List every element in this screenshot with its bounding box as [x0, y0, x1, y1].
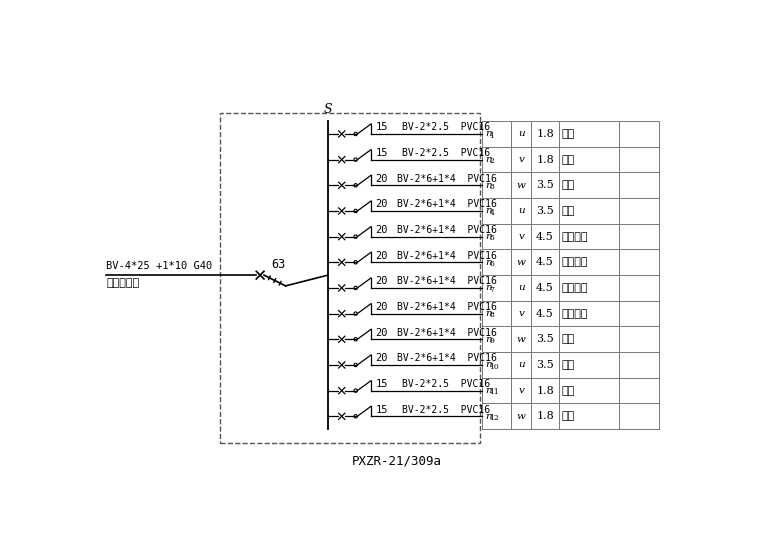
Text: 10: 10 [489, 362, 499, 371]
Text: 1.8: 1.8 [536, 386, 554, 395]
Text: 4.5: 4.5 [536, 258, 554, 267]
Text: 4.5: 4.5 [536, 308, 554, 319]
Text: v: v [518, 232, 524, 241]
Text: 20: 20 [375, 174, 388, 184]
Text: 20: 20 [375, 276, 388, 286]
Text: 8: 8 [489, 311, 495, 319]
Text: 3.5: 3.5 [536, 180, 554, 190]
Text: v: v [518, 155, 524, 164]
Text: 2: 2 [489, 157, 495, 165]
Text: 空调插座: 空调插座 [562, 283, 588, 293]
Text: 3: 3 [489, 183, 495, 191]
Text: 1.8: 1.8 [536, 155, 554, 164]
Text: u: u [518, 360, 524, 370]
Text: 3.5: 3.5 [536, 334, 554, 344]
Text: 20: 20 [375, 200, 388, 209]
Text: 4: 4 [489, 208, 495, 216]
Text: BV-2*6+1*4  PVC16: BV-2*6+1*4 PVC16 [397, 302, 496, 312]
Text: 路灯: 路灯 [562, 129, 575, 139]
Text: 插座: 插座 [562, 206, 575, 216]
Text: n: n [485, 335, 492, 344]
Text: 15: 15 [375, 148, 388, 158]
Text: 1.8: 1.8 [536, 129, 554, 139]
Text: n: n [485, 386, 492, 395]
Text: 插座: 插座 [562, 360, 575, 370]
Text: w: w [517, 258, 526, 267]
Text: 5: 5 [489, 234, 495, 242]
Text: 照明: 照明 [562, 411, 575, 421]
Text: n: n [485, 232, 492, 241]
Text: v: v [518, 309, 524, 318]
Text: 6: 6 [489, 260, 495, 268]
Text: w: w [517, 412, 526, 421]
Text: w: w [517, 181, 526, 190]
Text: BV-2*2.5  PVC16: BV-2*2.5 PVC16 [402, 405, 490, 415]
Text: 20: 20 [375, 225, 388, 235]
Text: 63: 63 [271, 258, 286, 270]
Text: 12: 12 [489, 414, 499, 422]
Text: n: n [485, 360, 492, 370]
Text: BV-4*25 +1*10 G40: BV-4*25 +1*10 G40 [106, 261, 212, 270]
Text: u: u [518, 283, 524, 293]
Text: n: n [485, 181, 492, 190]
Text: 20: 20 [375, 302, 388, 312]
Text: BV-2*2.5  PVC16: BV-2*2.5 PVC16 [402, 379, 490, 389]
Text: BV-2*6+1*4  PVC16: BV-2*6+1*4 PVC16 [397, 174, 496, 184]
Text: n: n [485, 207, 492, 215]
Text: 15: 15 [375, 122, 388, 133]
Text: n: n [485, 309, 492, 318]
Text: 15: 15 [375, 379, 388, 389]
Text: w: w [517, 335, 526, 344]
Text: n: n [485, 258, 492, 267]
Text: 插座: 插座 [562, 180, 575, 190]
Text: BV-2*6+1*4  PVC16: BV-2*6+1*4 PVC16 [397, 251, 496, 261]
Text: 空调插座: 空调插座 [562, 308, 588, 319]
Text: 20: 20 [375, 353, 388, 364]
Text: 20: 20 [375, 328, 388, 338]
Text: v: v [518, 386, 524, 395]
Text: BV-2*2.5  PVC16: BV-2*2.5 PVC16 [402, 148, 490, 158]
Text: BV-2*2.5  PVC16: BV-2*2.5 PVC16 [402, 122, 490, 133]
Text: 路灯: 路灯 [562, 386, 575, 395]
Text: 7: 7 [489, 286, 495, 294]
Text: n: n [485, 155, 492, 164]
Text: 3.5: 3.5 [536, 360, 554, 370]
Text: 20: 20 [375, 251, 388, 261]
Text: u: u [518, 129, 524, 138]
Text: 15: 15 [375, 405, 388, 415]
Text: 空调插座: 空调插座 [562, 258, 588, 267]
Text: n: n [485, 283, 492, 293]
Text: BV-2*6+1*4  PVC16: BV-2*6+1*4 PVC16 [397, 276, 496, 286]
Text: n: n [485, 412, 492, 421]
Text: BV-2*6+1*4  PVC16: BV-2*6+1*4 PVC16 [397, 353, 496, 364]
Text: BV-2*6+1*4  PVC16: BV-2*6+1*4 PVC16 [397, 328, 496, 338]
Text: 1.8: 1.8 [536, 411, 554, 421]
Text: 4.5: 4.5 [536, 283, 554, 293]
Text: 3.5: 3.5 [536, 206, 554, 216]
Text: 接市政电源: 接市政电源 [106, 278, 139, 288]
Text: 9: 9 [489, 337, 495, 345]
Text: 空调插座: 空调插座 [562, 232, 588, 242]
Text: 1: 1 [489, 131, 495, 140]
Text: 4.5: 4.5 [536, 232, 554, 242]
Text: BV-2*6+1*4  PVC16: BV-2*6+1*4 PVC16 [397, 200, 496, 209]
Text: u: u [518, 207, 524, 215]
Text: BV-2*6+1*4  PVC16: BV-2*6+1*4 PVC16 [397, 225, 496, 235]
Text: 11: 11 [489, 388, 499, 396]
Text: 照明: 照明 [562, 155, 575, 164]
Text: n: n [485, 129, 492, 138]
Text: PXZR-21/309a: PXZR-21/309a [352, 455, 442, 468]
Text: 插座: 插座 [562, 334, 575, 344]
Text: S: S [324, 103, 332, 116]
